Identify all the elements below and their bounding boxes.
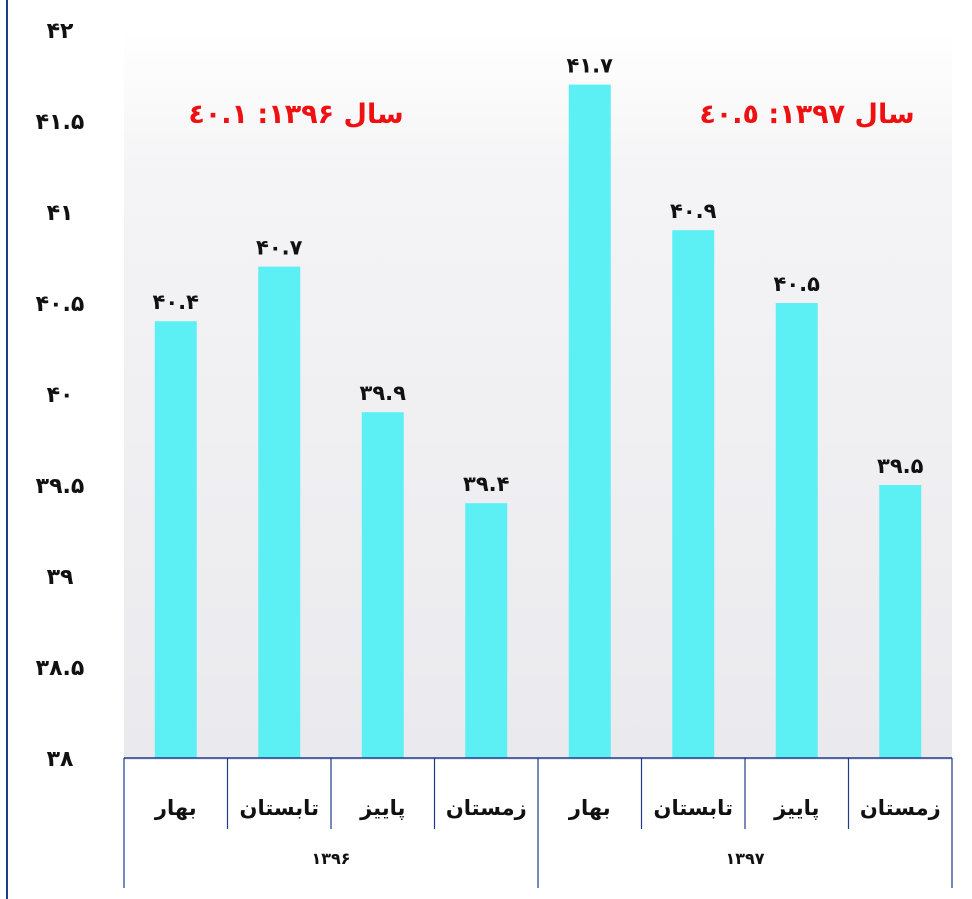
category-label: بهار (154, 796, 197, 820)
category-label: تابستان (654, 796, 733, 820)
bar (361, 412, 404, 758)
data-label: ۳۹.۹ (360, 381, 407, 405)
y-tick-label: ۳۸.۵ (36, 656, 85, 681)
annotation-1396: سال ۱۳۹۶: ٤٠.١ (188, 99, 403, 130)
y-tick-label: ۴۱.۵ (36, 110, 85, 135)
group-label: ۱۳۹۶ (311, 849, 350, 868)
y-tick-label: ۴۱ (47, 201, 74, 226)
y-tick-label: ۳۹ (47, 565, 74, 590)
bar (568, 84, 611, 759)
category-label: تابستان (240, 796, 319, 820)
bar (465, 503, 508, 758)
y-tick-label: ۴۰ (47, 383, 74, 408)
bar (154, 321, 197, 758)
category-label: پاییز (773, 796, 819, 820)
category-label: پاییز (359, 796, 405, 820)
y-tick-label: ۳۹.۵ (36, 474, 85, 499)
data-label: ۴۰.۵ (774, 272, 821, 296)
group-label: ۱۳۹۷ (725, 849, 764, 868)
annotation-1397: سال ۱۳۹۷: ٤٠.٥ (699, 99, 914, 130)
category-label: بهار (568, 796, 611, 820)
y-tick-label: ۴۰.۵ (36, 292, 85, 317)
plot-background (124, 30, 952, 760)
bar (258, 266, 301, 758)
data-label: ۳۹.۵ (877, 454, 924, 478)
data-label: ۴۰.۹ (670, 199, 717, 223)
category-label: زمستان (860, 796, 941, 820)
data-label: ۴۰.۷ (256, 236, 303, 260)
y-tick-label: ۴۲ (47, 19, 74, 44)
category-label: زمستان (446, 796, 527, 820)
bar (672, 230, 715, 758)
data-label: ۴۰.۴ (153, 290, 200, 314)
bar (879, 485, 922, 758)
bar (775, 303, 818, 758)
data-label: ۴۱.۷ (567, 54, 614, 78)
data-label: ۳۹.۴ (463, 472, 510, 496)
y-tick-label: ۳۸ (47, 747, 74, 772)
